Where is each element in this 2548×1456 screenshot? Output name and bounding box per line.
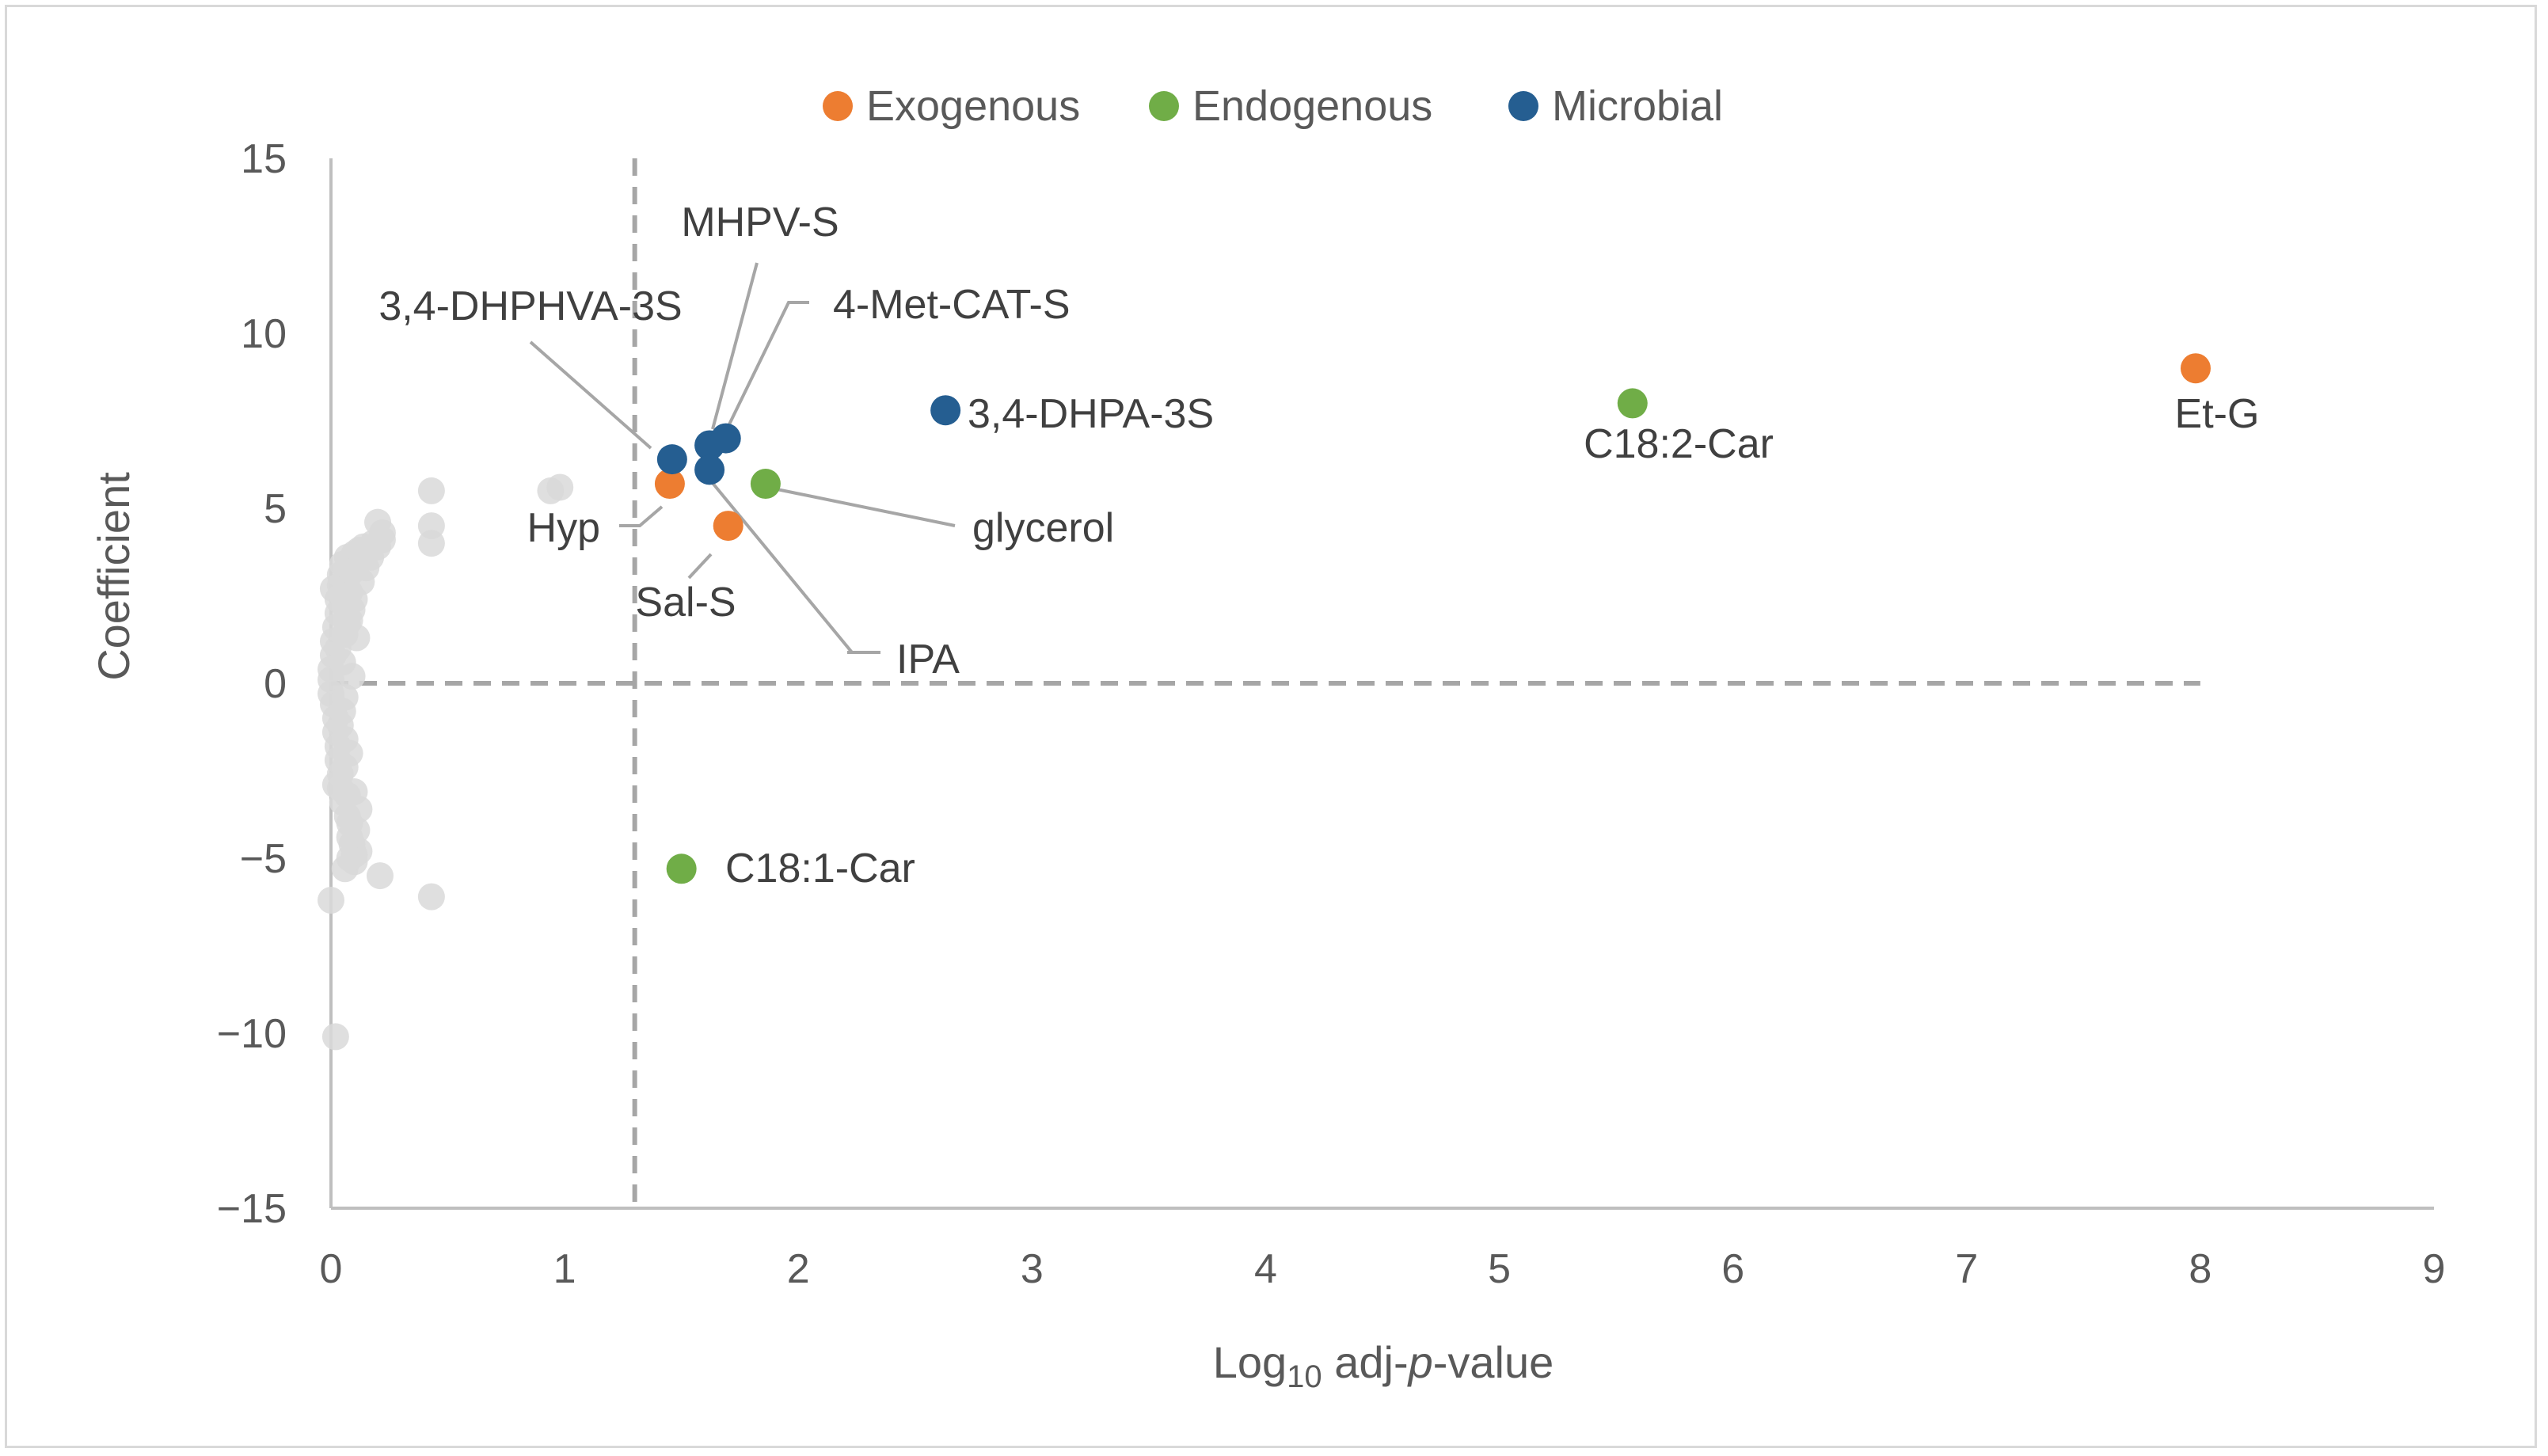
background-point <box>331 683 359 711</box>
data-label: 4-Met-CAT-S <box>833 282 1071 328</box>
legend-label: Microbial <box>1552 82 1723 130</box>
background-point <box>326 712 354 739</box>
x-tick-label: 4 <box>1254 1246 1277 1292</box>
data-label: C18:2-Car <box>1584 421 1774 467</box>
leader-line <box>703 472 880 654</box>
data-label: IPA <box>896 637 960 682</box>
legend-label: Endogenous <box>1192 82 1432 130</box>
x-tick-label: 3 <box>1021 1246 1044 1292</box>
data-point <box>2180 353 2211 384</box>
data-point <box>1617 388 1648 419</box>
data-point <box>654 469 685 500</box>
background-point <box>417 477 445 504</box>
x-axis-title-italic: p <box>1407 1337 1433 1387</box>
legend-marker <box>1149 91 1179 121</box>
background-point <box>340 778 368 806</box>
data-point <box>710 423 741 454</box>
data-point <box>713 511 743 542</box>
background-point <box>343 624 371 652</box>
data-label: 3,4-DHPHVA-3S <box>378 283 682 329</box>
leader-line <box>687 553 713 580</box>
background-point <box>338 596 366 624</box>
y-tick-label: −5 <box>240 836 287 882</box>
y-tick-label: 5 <box>264 486 287 532</box>
background-point <box>546 473 574 501</box>
data-label: glycerol <box>972 505 1114 551</box>
data-point <box>694 454 725 485</box>
background-point <box>336 739 363 767</box>
leader-line <box>727 301 809 427</box>
background-point <box>368 526 396 553</box>
labeled-points <box>654 353 2211 884</box>
data-label: C18:1-Car <box>725 846 915 891</box>
legend-marker <box>1508 91 1538 121</box>
y-tick-label: 10 <box>241 311 287 357</box>
legend-label: Exogenous <box>866 82 1080 130</box>
data-point <box>750 469 781 500</box>
x-axis-title-mid: adj- <box>1322 1337 1409 1387</box>
background-point <box>366 862 394 890</box>
y-axis-title: Coefficient <box>89 472 139 681</box>
x-tick-label: 5 <box>1488 1246 1511 1292</box>
background-point <box>321 1023 349 1051</box>
data-label: MHPV-S <box>681 200 839 245</box>
data-point <box>930 395 961 426</box>
legend: Exogenous Endogenous Microbial <box>823 82 1723 130</box>
x-axis-title-base: Log <box>1213 1337 1287 1387</box>
background-point <box>318 887 344 914</box>
y-tick-label: 0 <box>264 661 287 707</box>
legend-marker <box>823 91 853 121</box>
y-tick-label: 15 <box>241 136 287 182</box>
point-labels: Et-G Hyp Sal-S C18:2-Car glycerol C18:1-Car 3,… <box>378 200 2259 891</box>
x-tick-label: 8 <box>2189 1246 2211 1292</box>
background-point <box>417 530 445 557</box>
background-points <box>318 473 574 1051</box>
x-axis-title: Log10 adj-p-value <box>1213 1337 1554 1394</box>
data-point <box>666 853 697 884</box>
leader-line <box>619 505 664 527</box>
data-label: Et-G <box>2175 391 2260 437</box>
x-tick-label: 2 <box>787 1246 810 1292</box>
data-label: 3,4-DHPA-3S <box>968 391 1214 437</box>
data-label: Sal-S <box>635 580 736 625</box>
x-axis-title-tail: -value <box>1433 1337 1554 1387</box>
data-label: Hyp <box>527 505 600 551</box>
x-tick-label: 0 <box>320 1246 343 1292</box>
background-point <box>338 663 366 690</box>
y-axis: 15 10 5 0 −5 −10 −15 <box>217 136 333 1232</box>
y-tick-label: −10 <box>217 1011 287 1057</box>
x-tick-label: 9 <box>2423 1246 2446 1292</box>
y-tick-label: −15 <box>217 1186 287 1232</box>
leader-line <box>753 483 956 527</box>
x-axis-title-sub: 10 <box>1287 1359 1322 1394</box>
x-tick-label: 7 <box>1955 1246 1978 1292</box>
threshold-lines <box>331 158 2200 1208</box>
data-point <box>656 444 687 475</box>
x-axis: 0 1 2 3 4 5 6 7 8 9 <box>320 1207 2446 1292</box>
background-point <box>343 816 371 844</box>
background-point <box>336 845 363 872</box>
leader-line <box>529 340 652 450</box>
background-point <box>417 883 445 910</box>
x-tick-label: 6 <box>1721 1246 1744 1292</box>
x-tick-label: 1 <box>553 1246 576 1292</box>
leader-line <box>711 262 759 430</box>
